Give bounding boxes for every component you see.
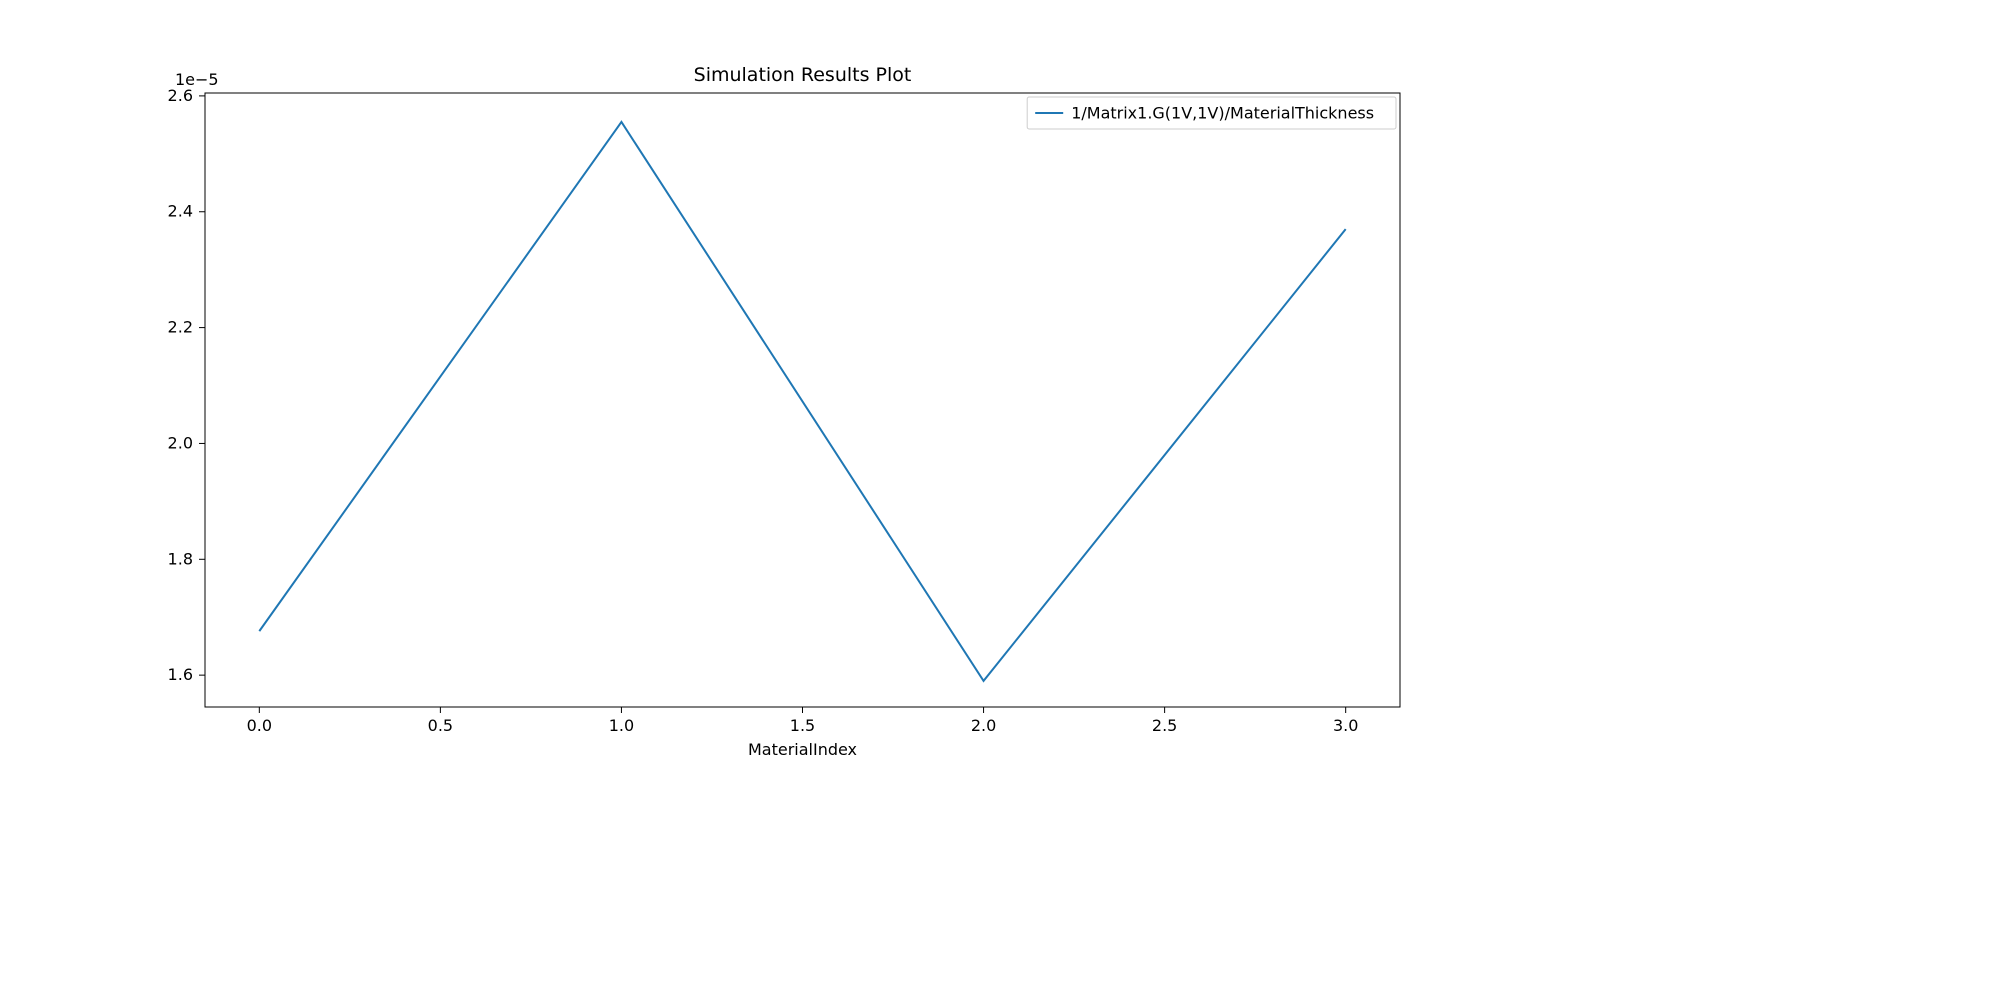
x-tick-label: 1.5	[790, 716, 815, 735]
y-tick-label: 2.4	[168, 202, 193, 221]
x-tick-label: 3.0	[1333, 716, 1358, 735]
chart-title: Simulation Results Plot	[694, 64, 912, 86]
x-tick-label: 0.0	[247, 716, 272, 735]
series-line-0	[259, 122, 1345, 681]
x-tick-label: 2.5	[1152, 716, 1177, 735]
legend-label: 1/Matrix1.G(1V,1V)/MaterialThickness	[1071, 104, 1374, 123]
chart-container: 0.00.51.01.52.02.53.01.61.82.02.22.42.61…	[0, 0, 2000, 1000]
y-tick-label: 2.0	[168, 433, 193, 452]
y-tick-label: 1.8	[168, 549, 193, 568]
x-tick-label: 1.0	[609, 716, 634, 735]
simulation-results-chart: 0.00.51.01.52.02.53.01.61.82.02.22.42.61…	[0, 0, 2000, 1000]
y-axis-exponent: 1e−5	[175, 70, 219, 89]
y-tick-label: 2.2	[168, 318, 193, 337]
x-axis-label: MaterialIndex	[748, 740, 857, 759]
x-tick-label: 0.5	[428, 716, 453, 735]
y-tick-label: 1.6	[168, 665, 193, 684]
x-tick-label: 2.0	[971, 716, 996, 735]
